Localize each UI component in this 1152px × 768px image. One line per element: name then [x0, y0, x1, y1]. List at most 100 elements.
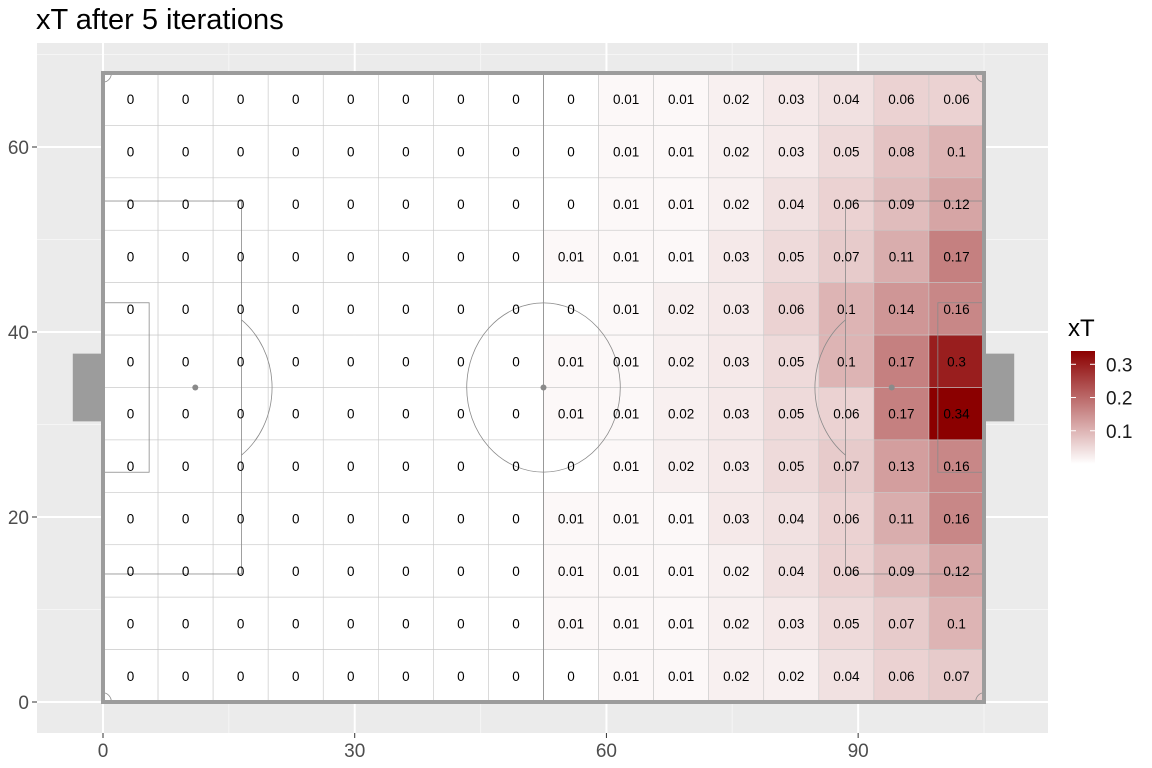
cell-value-label: 0: [402, 145, 410, 160]
cell-labels: 0 0 0 0 0 0 0 0 0 0.01 0.01 0.02 0.03 0.04 0.06 0.06 0 0 0…: [127, 92, 970, 684]
cell-value-label: 0: [182, 407, 190, 422]
cell-value-label: 0: [457, 512, 465, 527]
heatmap-cell: [708, 544, 765, 598]
cell-value-label: 0.06: [888, 92, 914, 107]
left-penalty-arc: [241, 319, 273, 456]
heatmap-cell: [322, 387, 379, 441]
heatmap-cell: [488, 125, 544, 179]
cell-value-label: 0: [292, 197, 300, 212]
left-goal: [72, 353, 103, 422]
cell-value-label: 0: [182, 616, 190, 631]
heatmap-cell: [322, 544, 379, 598]
heatmap-cell: [763, 596, 820, 650]
heatmap-cell: [818, 72, 875, 126]
heatmap-cell: [598, 649, 654, 703]
cell-value-label: 0: [127, 564, 135, 579]
cell-value-label: 0.16: [943, 459, 969, 474]
heatmap-cell: [267, 282, 324, 336]
cell-value-label: 0.34: [943, 407, 970, 422]
cell-value-label: 0: [457, 197, 465, 212]
heatmap-cell: [818, 544, 875, 598]
cell-value-label: 0: [347, 512, 355, 527]
cell-value-label: 0.1: [837, 354, 856, 369]
heatmap-cell: [708, 387, 765, 441]
heatmap-cell: [102, 544, 159, 598]
cell-value-label: 0.03: [723, 302, 749, 317]
cell-value-label: 0: [567, 669, 575, 684]
cell-value-label: 0.09: [888, 197, 914, 212]
heatmap-cell: [212, 125, 269, 179]
heatmap-cell: [157, 282, 214, 336]
cell-value-label: 0.01: [613, 616, 639, 631]
cell-value-label: 0: [237, 459, 245, 474]
cell-value-label: 0: [237, 512, 245, 527]
cell-value-label: 0.01: [668, 616, 694, 631]
centre-spot: [540, 384, 547, 391]
heatmap-cell: [818, 492, 875, 546]
cell-value-label: 0.03: [723, 249, 749, 264]
heatmap-cell: [433, 544, 489, 598]
cell-value-label: 0.01: [613, 669, 639, 684]
cell-value-label: 0.05: [833, 616, 859, 631]
heatmap-cell: [818, 387, 875, 441]
cell-value-label: 0.07: [888, 616, 914, 631]
cell-value-label: 0.04: [778, 564, 805, 579]
cell-value-label: 0: [457, 354, 465, 369]
cell-value-label: 0: [292, 459, 300, 474]
cell-value-label: 0: [457, 92, 465, 107]
heatmap-cell: [598, 229, 654, 283]
heatmap-cell: [212, 72, 269, 126]
cell-value-label: 0: [402, 354, 410, 369]
cell-value-label: 0: [402, 197, 410, 212]
heatmap-cell: [928, 596, 985, 650]
cell-value-label: 0.05: [778, 407, 804, 422]
cell-value-label: 0: [182, 302, 190, 317]
heatmap-cell: [543, 334, 599, 388]
legend-tick-label: 0.1: [1106, 422, 1132, 443]
cell-value-label: 0: [512, 92, 520, 107]
heatmap-cell: [708, 282, 765, 336]
heatmap-cell: [157, 596, 214, 650]
heatmap-cell: [378, 596, 434, 650]
cell-value-label: 0: [237, 616, 245, 631]
heatmap-cell: [873, 334, 930, 388]
heatmap-cell: [488, 596, 544, 650]
heatmap-cell: [322, 596, 379, 650]
legend-tick-label: 0.3: [1106, 355, 1132, 376]
heatmap-cell: [102, 649, 159, 703]
cell-value-label: 0: [512, 669, 520, 684]
heatmap-cell: [212, 596, 269, 650]
heatmap-cell: [818, 125, 875, 179]
cell-value-label: 0.3: [947, 354, 966, 369]
heatmap-cell: [763, 544, 820, 598]
heatmap-cell: [708, 229, 765, 283]
cell-value-label: 0: [127, 92, 135, 107]
cell-value-label: 0: [402, 669, 410, 684]
cell-value-label: 0: [457, 145, 465, 160]
cell-value-label: 0: [237, 564, 245, 579]
cell-value-label: 0: [457, 564, 465, 579]
cell-value-label: 0: [237, 197, 245, 212]
right-penalty-arc: [814, 319, 846, 456]
cell-value-label: 0: [567, 145, 575, 160]
heatmap-cell: [157, 125, 214, 179]
cell-value-label: 0: [292, 669, 300, 684]
cell-value-label: 0.02: [723, 92, 749, 107]
chart-title: xT after 5 iterations: [36, 4, 284, 36]
cell-value-label: 0: [292, 92, 300, 107]
cell-value-label: 0: [347, 407, 355, 422]
heatmap-cell: [378, 544, 434, 598]
heatmap-cell: [157, 649, 214, 703]
heatmap-cell: [763, 439, 820, 493]
cell-value-label: 0.03: [723, 354, 749, 369]
heatmap-cell: [928, 544, 985, 598]
cell-value-label: 0: [182, 669, 190, 684]
cell-value-label: 0: [347, 459, 355, 474]
heatmap-cell: [653, 596, 709, 650]
cell-value-label: 0.02: [668, 407, 694, 422]
cell-value-label: 0: [292, 616, 300, 631]
cell-value-label: 0.06: [833, 407, 859, 422]
heatmap-cell: [873, 492, 930, 546]
left-penalty-spot: [192, 384, 199, 391]
y-tick-label: 60: [8, 138, 29, 159]
